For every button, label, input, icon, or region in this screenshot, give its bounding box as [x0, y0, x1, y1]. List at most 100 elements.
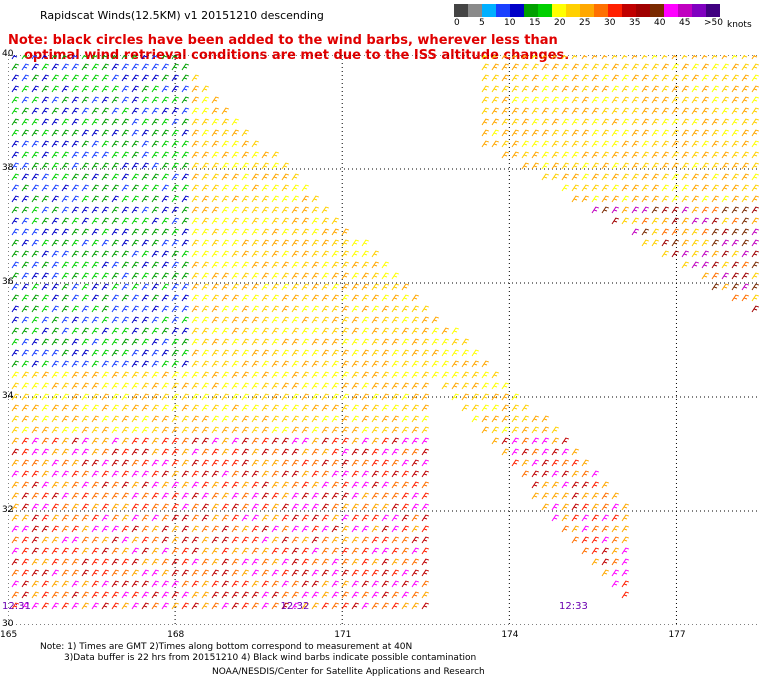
wind-barb — [71, 514, 80, 522]
wind-barb — [61, 261, 70, 269]
wind-barb — [701, 195, 710, 203]
wind-barb — [401, 360, 410, 368]
wind-barb — [121, 349, 130, 357]
wind-barb — [271, 360, 280, 368]
wind-barb — [711, 228, 720, 236]
wind-barb — [171, 74, 180, 82]
wind-barb — [371, 272, 380, 280]
wind-barb — [151, 525, 160, 533]
wind-barb — [361, 514, 370, 522]
wind-barb — [241, 338, 250, 346]
wind-barb — [571, 107, 580, 115]
wind-barb — [271, 547, 280, 555]
wind-barb — [191, 503, 200, 511]
wind-barb — [201, 283, 210, 291]
wind-barb — [11, 129, 20, 137]
legend-swatch — [482, 4, 496, 17]
wind-barb — [131, 470, 140, 478]
wind-barb — [491, 426, 500, 434]
wind-barb-map — [8, 55, 760, 625]
wind-barb — [291, 393, 300, 401]
wind-barb — [321, 448, 330, 456]
wind-barb — [71, 448, 80, 456]
wind-barb — [551, 448, 560, 456]
wind-barb — [271, 305, 280, 313]
wind-barb — [231, 371, 240, 379]
wind-barb — [51, 415, 60, 423]
wind-barb — [31, 492, 40, 500]
wind-barb — [61, 338, 70, 346]
wind-barb — [371, 481, 380, 489]
wind-barb — [121, 470, 130, 478]
wind-barb — [671, 250, 680, 258]
wind-barb — [141, 415, 150, 423]
wind-barb — [431, 327, 440, 335]
wind-barb — [251, 250, 260, 258]
wind-barb — [201, 558, 210, 566]
wind-barb — [141, 283, 150, 291]
legend-label: >50 — [704, 18, 723, 28]
wind-barb — [271, 382, 280, 390]
wind-barb — [751, 63, 760, 71]
wind-barb — [671, 74, 680, 82]
wind-barb — [741, 107, 750, 115]
wind-barb — [101, 228, 110, 236]
wind-barb — [221, 371, 230, 379]
lat-label: 36 — [2, 277, 14, 287]
wind-barb — [211, 360, 220, 368]
wind-barb — [71, 580, 80, 588]
wind-barb — [61, 206, 70, 214]
wind-barb — [681, 63, 690, 71]
wind-barb — [81, 250, 90, 258]
wind-barb — [281, 404, 290, 412]
wind-barb — [31, 327, 40, 335]
wind-barb — [171, 55, 178, 60]
wind-barb — [11, 118, 20, 126]
wind-barb — [721, 107, 730, 115]
wind-barb — [141, 151, 150, 159]
wind-barb — [271, 173, 280, 181]
wind-barb — [651, 140, 660, 148]
wind-barb — [591, 184, 600, 192]
wind-barb — [111, 492, 120, 500]
wind-barb — [21, 294, 30, 302]
wind-barb — [571, 74, 580, 82]
wind-barb — [31, 305, 40, 313]
wind-barb — [181, 558, 190, 566]
wind-barb — [181, 547, 190, 555]
wind-barb — [101, 74, 110, 82]
wind-barb — [291, 481, 300, 489]
wind-barb — [371, 448, 380, 456]
wind-barb — [261, 349, 270, 357]
wind-barb — [231, 305, 240, 313]
wind-barb — [131, 140, 140, 148]
wind-barb — [651, 96, 660, 104]
wind-barb — [51, 206, 60, 214]
wind-barb — [641, 228, 650, 236]
wind-barb — [251, 272, 260, 280]
wind-barb — [101, 327, 110, 335]
wind-barb — [701, 55, 708, 60]
wind-barb — [231, 316, 240, 324]
wind-barb — [651, 118, 660, 126]
wind-barb — [351, 591, 360, 599]
wind-barb — [391, 448, 400, 456]
wind-barb — [61, 107, 70, 115]
wind-barb — [521, 470, 530, 478]
wind-barb — [311, 360, 320, 368]
wind-barb — [501, 404, 510, 412]
wind-barb — [51, 393, 60, 401]
wind-barb — [451, 360, 460, 368]
wind-barb — [721, 217, 730, 225]
wind-barb — [121, 107, 130, 115]
wind-barb — [381, 481, 390, 489]
wind-barb — [191, 338, 200, 346]
wind-barb — [311, 426, 320, 434]
wind-barb — [541, 415, 550, 423]
wind-barb — [621, 129, 630, 137]
wind-barb — [381, 382, 390, 390]
wind-barb — [281, 294, 290, 302]
wind-barb — [291, 591, 300, 599]
wind-barb — [51, 272, 60, 280]
wind-barb — [731, 294, 740, 302]
